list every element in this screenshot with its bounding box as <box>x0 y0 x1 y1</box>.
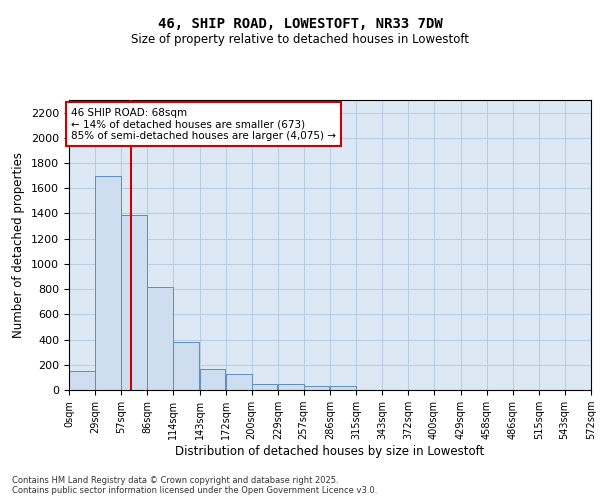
Text: 46 SHIP ROAD: 68sqm
← 14% of detached houses are smaller (673)
85% of semi-detac: 46 SHIP ROAD: 68sqm ← 14% of detached ho… <box>71 108 336 141</box>
Bar <box>199 368 225 390</box>
Bar <box>95 176 121 390</box>
Bar <box>330 386 356 390</box>
Text: Size of property relative to detached houses in Lowestoft: Size of property relative to detached ho… <box>131 32 469 46</box>
Bar <box>148 286 173 390</box>
Bar <box>251 384 277 390</box>
Y-axis label: Number of detached properties: Number of detached properties <box>13 152 25 338</box>
Bar <box>173 342 199 390</box>
Bar <box>304 386 329 390</box>
Bar <box>69 371 95 390</box>
Text: 46, SHIP ROAD, LOWESTOFT, NR33 7DW: 46, SHIP ROAD, LOWESTOFT, NR33 7DW <box>158 18 442 32</box>
Bar <box>226 374 251 390</box>
Bar <box>278 384 304 390</box>
Text: Contains HM Land Registry data © Crown copyright and database right 2025.
Contai: Contains HM Land Registry data © Crown c… <box>12 476 377 495</box>
X-axis label: Distribution of detached houses by size in Lowestoft: Distribution of detached houses by size … <box>175 445 485 458</box>
Bar <box>121 214 146 390</box>
